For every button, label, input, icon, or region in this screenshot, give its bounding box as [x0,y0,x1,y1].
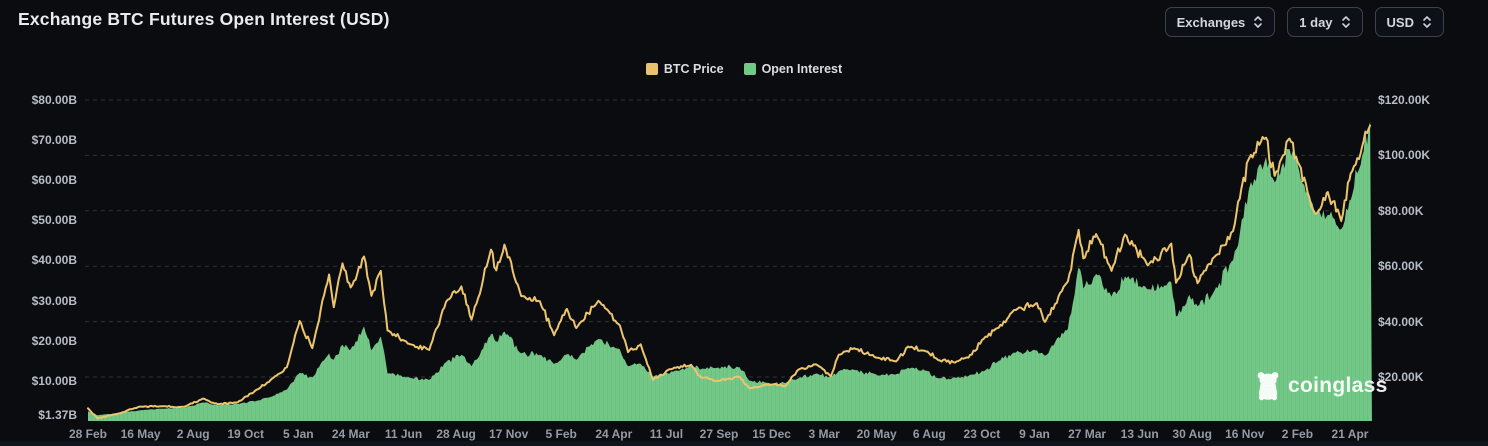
legend-item-btc-price[interactable]: BTC Price [645,62,724,76]
open-interest-area [88,121,1372,421]
x-axis-tick: 24 Apr [595,427,633,441]
x-axis-tick: 28 Feb [68,427,108,441]
exchanges-dropdown[interactable]: Exchanges [1164,7,1276,37]
left-axis-tick: $60.00B [31,173,77,188]
left-axis-tick: $40.00B [31,253,77,268]
x-axis-tick: 27 Mar [1068,427,1107,441]
x-axis-tick: 11 Jun [384,427,423,441]
x-axis-tick: 5 Feb [545,427,577,441]
legend-label-btc-price: BTC Price [663,62,724,76]
left-axis-tick: $10.00B [31,373,77,388]
right-axis-tick: $20.00K [1378,370,1424,384]
left-axis-tick: $30.00B [31,293,77,308]
left-axis-tick: $20.00B [31,333,77,348]
x-axis-tick: 5 Jan [282,427,314,441]
btc-price-line [87,124,1372,420]
header-controls: Exchanges 1 day USD [1164,7,1444,37]
legend-label-open-interest: Open Interest [761,62,843,76]
left-axis-tick: $80.00B [31,93,77,107]
legend-item-open-interest[interactable]: Open Interest [743,62,843,76]
x-axis-tick: 21 Apr [1331,427,1369,441]
bottom-strip [0,441,1488,446]
left-axis-tick: $1.37B [38,408,77,423]
right-axis-tick: $60.00K [1378,259,1424,274]
x-axis-tick: 23 Oct [963,427,1001,441]
x-axis-tick: 20 May [856,427,897,441]
right-axis-tick: $100.00K [1378,148,1431,163]
x-axis-tick: 11 Jul [649,427,684,441]
x-axis-tick: 30 Aug [1172,427,1212,441]
currency-dropdown-label: USD [1386,14,1414,30]
x-axis-tick: 13 Jun [1120,427,1159,441]
x-axis-tick: 24 Mar [331,427,370,441]
x-axis-tick: 27 Sep [699,427,739,441]
x-axis-tick: 2 Aug [176,427,210,441]
right-axis-tick: $80.00K [1378,203,1424,218]
updown-chevrons-icon [1254,16,1263,28]
x-axis-tick: 9 Jan [1019,427,1050,441]
interval-dropdown[interactable]: 1 day [1287,7,1363,37]
left-axis-tick: $50.00B [31,213,77,228]
right-axis-tick: $120.00K [1378,93,1431,107]
x-axis-tick: 28 Aug [436,427,476,441]
x-axis-tick: 16 Nov [1225,427,1265,441]
open-interest-swatch [743,63,756,75]
left-axis-tick: $70.00B [31,133,77,148]
exchanges-dropdown-label: Exchanges [1176,14,1246,30]
updown-chevrons-icon [1423,16,1431,28]
x-axis-tick: 15 Dec [752,427,791,441]
interval-dropdown-label: 1 day [1299,14,1333,30]
btc-price-swatch [645,63,658,75]
x-axis-tick: 16 May [120,427,161,441]
updown-chevrons-icon [1341,16,1350,28]
x-axis-tick: 17 Nov [489,427,529,441]
x-axis-tick: 19 Oct [227,427,265,441]
x-axis-tick: 2 Feb [1281,427,1314,441]
chart-legend: BTC Price Open Interest [0,62,1488,76]
x-axis-tick: 3 Mar [808,427,840,441]
currency-dropdown[interactable]: USD [1374,7,1444,37]
right-axis-tick: $40.00K [1378,314,1424,329]
page-title: Exchange BTC Futures Open Interest (USD) [18,9,390,29]
x-axis-tick: 6 Aug [912,427,946,441]
